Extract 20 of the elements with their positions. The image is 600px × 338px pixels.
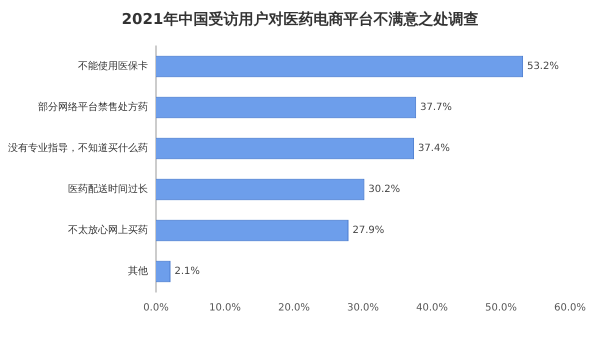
data-label: 37.4%	[418, 143, 450, 154]
x-tick-label: 40.0%	[416, 302, 448, 314]
x-tick-label: 50.0%	[485, 302, 517, 314]
y-tick-label: 没有专业指导，不知道买什么药	[8, 142, 148, 154]
y-tick-label: 不太放心网上买药	[68, 224, 148, 236]
chart-title: 2021年中国受访用户对医药电商平台不满意之处调查	[120, 10, 480, 30]
data-label: 53.2%	[527, 61, 559, 72]
x-tick-label: 20.0%	[278, 302, 310, 314]
y-tick-label: 部分网络平台禁售处方药	[38, 101, 148, 114]
y-tick-label: 医药配送时间过长	[68, 183, 148, 196]
data-label: 30.2%	[368, 184, 400, 196]
data-label: 37.7%	[420, 102, 452, 114]
y-tick-label: 其他	[128, 265, 148, 278]
x-tick-label: 0.0%	[143, 302, 169, 314]
x-tick-label: 10.0%	[209, 302, 241, 314]
data-label: 27.9%	[352, 225, 384, 236]
data-label: 2.1%	[174, 266, 200, 278]
y-tick-label: 不能使用医保卡	[78, 60, 148, 72]
x-tick-label: 30.0%	[347, 302, 379, 314]
x-tick-label: 60.0%	[554, 302, 586, 314]
